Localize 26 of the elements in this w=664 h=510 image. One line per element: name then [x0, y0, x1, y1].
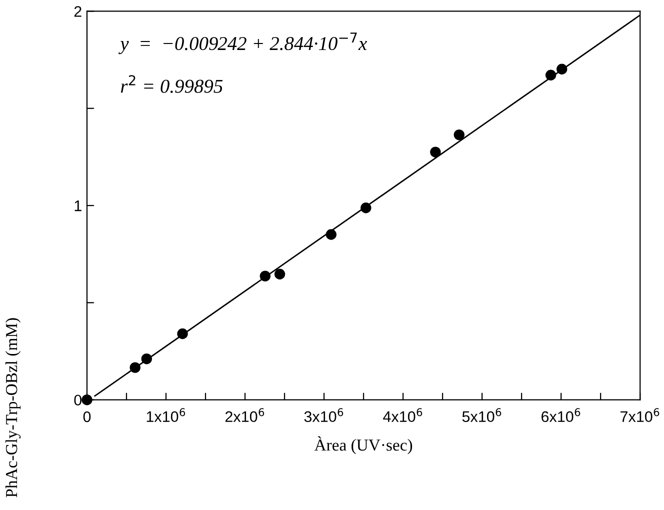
annotation: y = −0.009242 + 2.844·10$^{−7}$x [118, 32, 367, 54]
y-tick-label: 1 [74, 200, 82, 212]
x-axis-title: Àrea (UV·sec) [314, 436, 412, 454]
x-tick-label: 6x10$^{6}$ [542, 408, 580, 422]
point [454, 129, 465, 140]
point [326, 229, 336, 240]
annotation: r$^{2}$ = 0.99895 [120, 75, 223, 93]
y-axis-title: PhAc-Gly-Trp-OBzl (mM) [5, 318, 21, 498]
point [177, 328, 188, 340]
point [430, 146, 441, 158]
x-tick-label: 2x10$^{6}$ [225, 408, 264, 422]
x-tick-label: 0 [83, 411, 91, 422]
y-tick-label: 0 [74, 394, 82, 406]
x-tick-label: 4x10$^{6}$ [383, 408, 422, 422]
x-tick-label: 7x10$^{6}$ [620, 408, 660, 422]
y-tick-label: 2 [74, 6, 82, 17]
point [260, 270, 271, 282]
point [130, 362, 140, 373]
point [556, 64, 568, 74]
x-tick-label: 5x10$^{6}$ [462, 408, 502, 422]
point [141, 353, 152, 364]
point [360, 202, 372, 214]
point [545, 70, 556, 80]
point [274, 268, 286, 280]
x-tick-label: 1x10$^{6}$ [146, 408, 186, 422]
x-tick-label: 3x10$^{6}$ [304, 408, 344, 422]
